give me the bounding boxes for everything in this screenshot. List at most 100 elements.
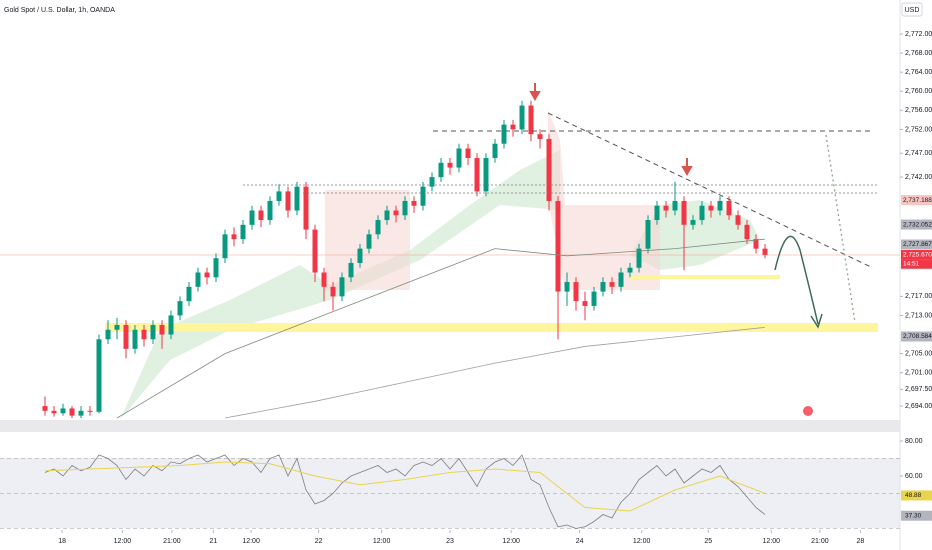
candle-body <box>105 329 111 340</box>
price-label: 2,737.188 <box>903 197 932 204</box>
x-tick-label: 12:00 <box>502 538 520 545</box>
candle-body <box>456 148 462 168</box>
y-tick-label: 2,742.000 <box>905 174 932 181</box>
countdown-box <box>901 259 932 269</box>
y-tick-label: 2,764.000 <box>905 69 932 76</box>
price-label-box <box>901 250 932 261</box>
candle-body <box>87 410 93 412</box>
candle-body <box>393 210 399 216</box>
candle-body <box>96 339 102 412</box>
candle-body <box>420 186 426 206</box>
pane-divider <box>0 420 900 432</box>
candle-body <box>483 158 489 192</box>
candle-body <box>753 239 759 249</box>
candle-body <box>708 205 714 211</box>
candle-body <box>474 158 480 192</box>
event-icon[interactable] <box>803 406 813 416</box>
moving-average <box>116 238 766 419</box>
candle-body <box>465 148 471 159</box>
price-label: 2,708.584 <box>903 333 932 340</box>
projection <box>825 134 856 323</box>
support-band <box>105 323 878 332</box>
candle-body <box>141 329 147 340</box>
x-tick-label: 12:00 <box>373 538 391 545</box>
rsi-ma-line <box>44 461 766 512</box>
candle-body <box>312 229 318 273</box>
candle-body <box>564 282 570 292</box>
candle-body <box>303 186 309 230</box>
chart-title: Gold Spot / U.S. Dollar, 1h, OANDA <box>4 7 115 14</box>
x-tick-label: 12:00 <box>763 538 781 545</box>
candle-body <box>267 200 273 221</box>
candle-body <box>735 215 741 225</box>
candle-body <box>582 301 588 306</box>
candle-body <box>366 234 372 249</box>
candle-body <box>618 272 624 287</box>
support-band <box>630 275 780 279</box>
rsi-label-box <box>901 510 932 521</box>
x-tick-label: 12:00 <box>633 538 651 545</box>
moving-average <box>224 326 766 419</box>
price-label: 2,725.670 <box>903 252 932 259</box>
price-label-box <box>901 219 932 230</box>
x-tick-label: 22 <box>315 538 323 545</box>
candle-body <box>636 248 642 268</box>
candle-body <box>699 205 705 221</box>
y-tick-label: 2,705.000 <box>905 350 932 357</box>
candle-body <box>150 324 156 340</box>
x-tick-label: 21:00 <box>163 538 181 545</box>
rsi-tick-label: 80.00 <box>905 438 923 445</box>
y-tick-label: 2,701.000 <box>905 370 932 377</box>
currency-box[interactable] <box>901 2 923 17</box>
y-tick-label: 2,747.000 <box>905 150 932 157</box>
candle-body <box>510 124 516 130</box>
price-label: 2,727.867 <box>903 241 932 248</box>
candle-body <box>681 200 687 225</box>
x-tick-label: 25 <box>704 538 712 545</box>
candle-body <box>492 143 498 159</box>
price-label-box <box>901 195 932 206</box>
candle-body <box>519 105 525 130</box>
candle-body <box>546 138 552 201</box>
candle-body <box>717 200 723 211</box>
candle-body <box>204 272 210 278</box>
x-tick-label: 21 <box>209 538 217 545</box>
rsi-label-box <box>901 490 932 501</box>
arrow-head <box>810 313 823 329</box>
x-tick-label: 28 <box>857 538 865 545</box>
candle-body <box>573 282 579 302</box>
candle-body <box>555 200 561 292</box>
x-tick-label: 12:00 <box>114 538 132 545</box>
rsi-line <box>44 454 766 529</box>
candle-body <box>447 162 453 168</box>
candle-body <box>321 272 327 287</box>
candle-body <box>177 301 183 316</box>
x-tick-label: 21:00 <box>811 538 829 545</box>
candle-body <box>258 210 264 221</box>
candle-body <box>42 406 48 411</box>
price-label-box <box>901 331 932 342</box>
candle-body <box>222 234 228 259</box>
trendline <box>547 112 874 269</box>
candle-body <box>213 258 219 278</box>
path-arrow <box>774 235 819 325</box>
candle-body <box>375 220 381 235</box>
y-tick-label: 2,772.000 <box>905 31 932 38</box>
y-tick-label: 2,760.000 <box>905 88 932 95</box>
candle-body <box>654 205 660 221</box>
candle-body <box>672 200 678 211</box>
candle-body <box>285 191 291 211</box>
price-label: 2,732.052 <box>903 221 932 228</box>
candle-body <box>411 200 417 206</box>
candle-body <box>186 286 192 302</box>
candle-body <box>294 186 300 211</box>
candle-body <box>78 410 84 416</box>
candle-body <box>429 177 435 187</box>
candle-body <box>690 220 696 225</box>
currency: USD <box>905 7 920 14</box>
countdown: 14:51 <box>903 261 920 268</box>
candle-body <box>744 224 750 240</box>
y-tick-label: 2,713.000 <box>905 312 932 319</box>
candle-body <box>357 248 363 263</box>
